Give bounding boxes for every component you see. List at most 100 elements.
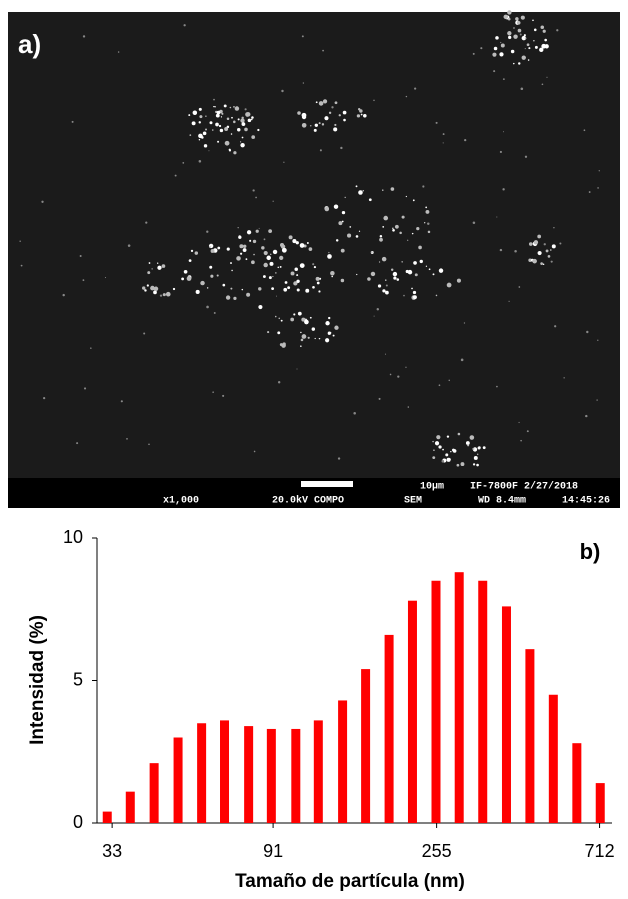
- particle: [270, 253, 272, 256]
- particle: [518, 286, 521, 288]
- particle: [314, 123, 318, 127]
- particle: [363, 114, 367, 118]
- particle: [159, 294, 163, 297]
- particle: [598, 170, 600, 172]
- bar: [454, 572, 464, 823]
- particle: [255, 196, 257, 199]
- mode: SEM: [404, 496, 422, 507]
- particle: [499, 248, 503, 252]
- particle: [148, 443, 150, 446]
- particle: [427, 230, 431, 234]
- particle: [302, 82, 305, 84]
- particle: [496, 216, 498, 218]
- particle: [521, 55, 526, 60]
- particle: [385, 290, 389, 295]
- particle: [456, 278, 461, 283]
- particle: [472, 221, 476, 224]
- particle: [263, 262, 268, 268]
- particle: [413, 261, 417, 265]
- particle: [202, 131, 207, 136]
- particle: [381, 256, 387, 262]
- particle: [161, 264, 166, 268]
- particle: [146, 284, 149, 287]
- particle: [299, 263, 305, 268]
- particle: [588, 191, 591, 193]
- particle: [433, 449, 435, 451]
- particle: [528, 258, 532, 263]
- particle: [335, 239, 339, 242]
- particle: [266, 255, 271, 261]
- particle: [162, 293, 166, 297]
- particle: [378, 261, 381, 263]
- particle: [253, 450, 256, 453]
- particle: [518, 421, 520, 424]
- particle: [401, 261, 403, 263]
- particle: [465, 441, 470, 445]
- particle: [246, 230, 252, 235]
- particle: [517, 28, 522, 33]
- particle: [148, 262, 151, 264]
- particle: [370, 251, 373, 254]
- particle: [508, 300, 510, 302]
- particle: [382, 289, 386, 293]
- particle: [493, 70, 496, 73]
- particle: [245, 258, 248, 261]
- particle: [338, 114, 341, 117]
- particle: [220, 116, 223, 118]
- particle: [527, 59, 530, 61]
- particle: [153, 290, 157, 295]
- particle: [342, 110, 347, 115]
- particle: [442, 448, 444, 451]
- particle: [198, 160, 202, 163]
- particle: [597, 187, 599, 189]
- particle: [428, 268, 431, 271]
- magnification: x1,000: [163, 496, 199, 507]
- particle: [261, 246, 265, 250]
- particle: [301, 334, 307, 339]
- y-axis-label: Intensidad (%): [27, 615, 48, 745]
- particle: [460, 358, 464, 362]
- particle: [399, 231, 402, 235]
- particle: [253, 253, 255, 256]
- particle: [237, 226, 239, 229]
- particle: [219, 128, 224, 133]
- particle: [252, 239, 257, 244]
- particle: [283, 161, 285, 163]
- x-axis-label: Tamaño de partícula (nm): [235, 871, 465, 892]
- particle: [209, 121, 213, 125]
- particle: [412, 295, 417, 300]
- particle: [442, 142, 444, 144]
- particle: [240, 142, 245, 148]
- particle: [394, 224, 399, 229]
- particle: [246, 292, 251, 297]
- particle: [280, 319, 283, 322]
- particle: [553, 226, 555, 229]
- particle: [330, 271, 335, 276]
- particle: [360, 113, 363, 116]
- particle: [533, 28, 537, 32]
- particle: [412, 199, 415, 202]
- particle: [305, 288, 310, 293]
- particle: [334, 325, 339, 330]
- particle: [502, 188, 505, 191]
- particle: [315, 276, 320, 281]
- particle: [407, 269, 413, 275]
- particle: [212, 391, 214, 393]
- particle: [349, 226, 352, 228]
- particle: [174, 174, 177, 177]
- particle: [325, 338, 330, 343]
- particle: [401, 215, 405, 219]
- particle: [516, 20, 521, 25]
- particle: [432, 273, 435, 276]
- particle: [324, 206, 330, 212]
- particle: [559, 242, 562, 245]
- particle: [496, 385, 498, 388]
- particle: [203, 144, 208, 148]
- particle: [150, 285, 155, 291]
- particle: [241, 122, 246, 127]
- particle: [500, 41, 502, 44]
- particle: [327, 331, 332, 335]
- particle: [255, 229, 259, 233]
- particle: [524, 155, 528, 158]
- particle: [198, 139, 201, 141]
